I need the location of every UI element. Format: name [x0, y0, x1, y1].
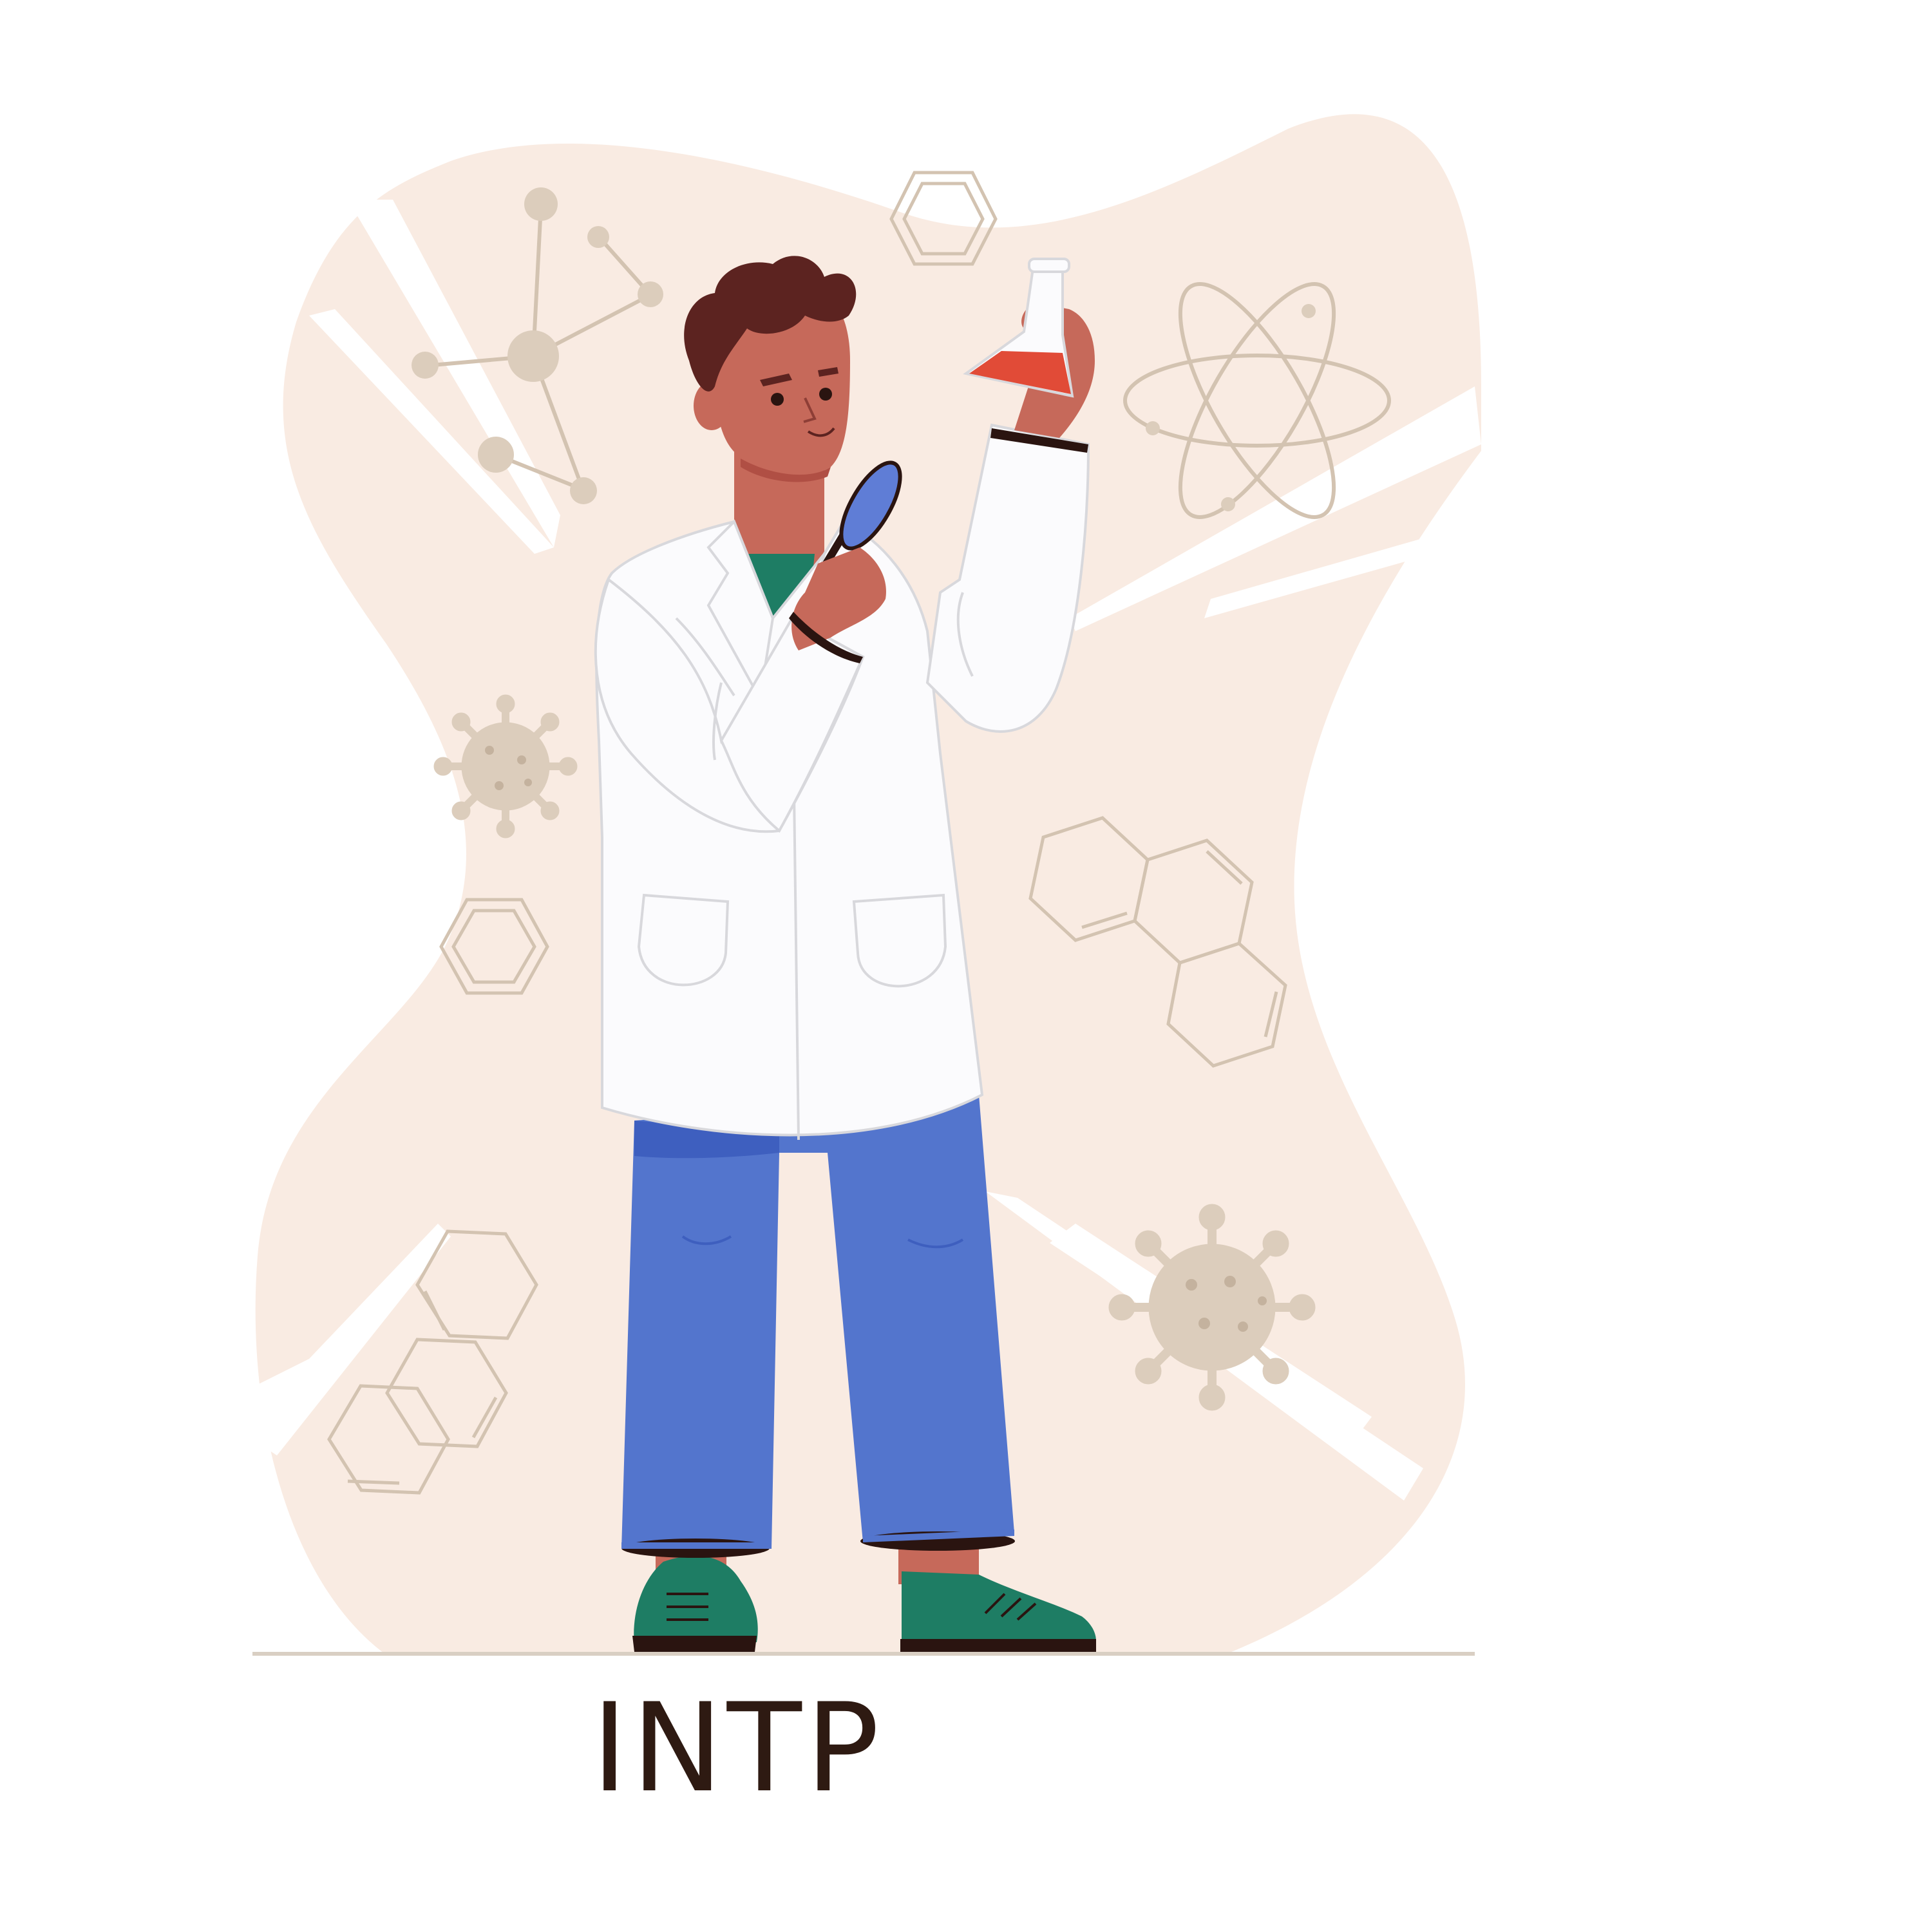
- flask-icon: [963, 258, 1074, 398]
- right-shoe: [902, 1571, 1096, 1645]
- left-pocket: [637, 893, 730, 987]
- molecule-icon: [412, 187, 663, 504]
- raised-arm-sleeve: [925, 423, 1090, 733]
- hexagon-ring-icon: [889, 171, 998, 266]
- trousers-shade: [634, 1121, 779, 1159]
- eye: [771, 393, 784, 406]
- virus-icon: [1108, 1204, 1316, 1411]
- lower-hand: [791, 547, 886, 650]
- right-shoe-sole: [900, 1639, 1096, 1652]
- scientist-figure: [594, 256, 1096, 1652]
- light-rays: [258, 200, 1481, 1501]
- right-pocket: [852, 893, 947, 988]
- atom-icon: [1123, 282, 1391, 519]
- eye: [819, 388, 832, 401]
- left-shoe-sole: [632, 1636, 757, 1652]
- hair: [684, 256, 857, 392]
- fused-rings-icon: [1028, 816, 1287, 1068]
- ear: [694, 381, 730, 430]
- trousers: [621, 1095, 1014, 1549]
- personality-type-label: INTP: [591, 1677, 884, 1819]
- fused-rings-icon: [327, 1229, 538, 1495]
- hexagon-ring-icon: [439, 898, 549, 995]
- left-shoe: [634, 1556, 758, 1645]
- virus-icon: [433, 694, 578, 838]
